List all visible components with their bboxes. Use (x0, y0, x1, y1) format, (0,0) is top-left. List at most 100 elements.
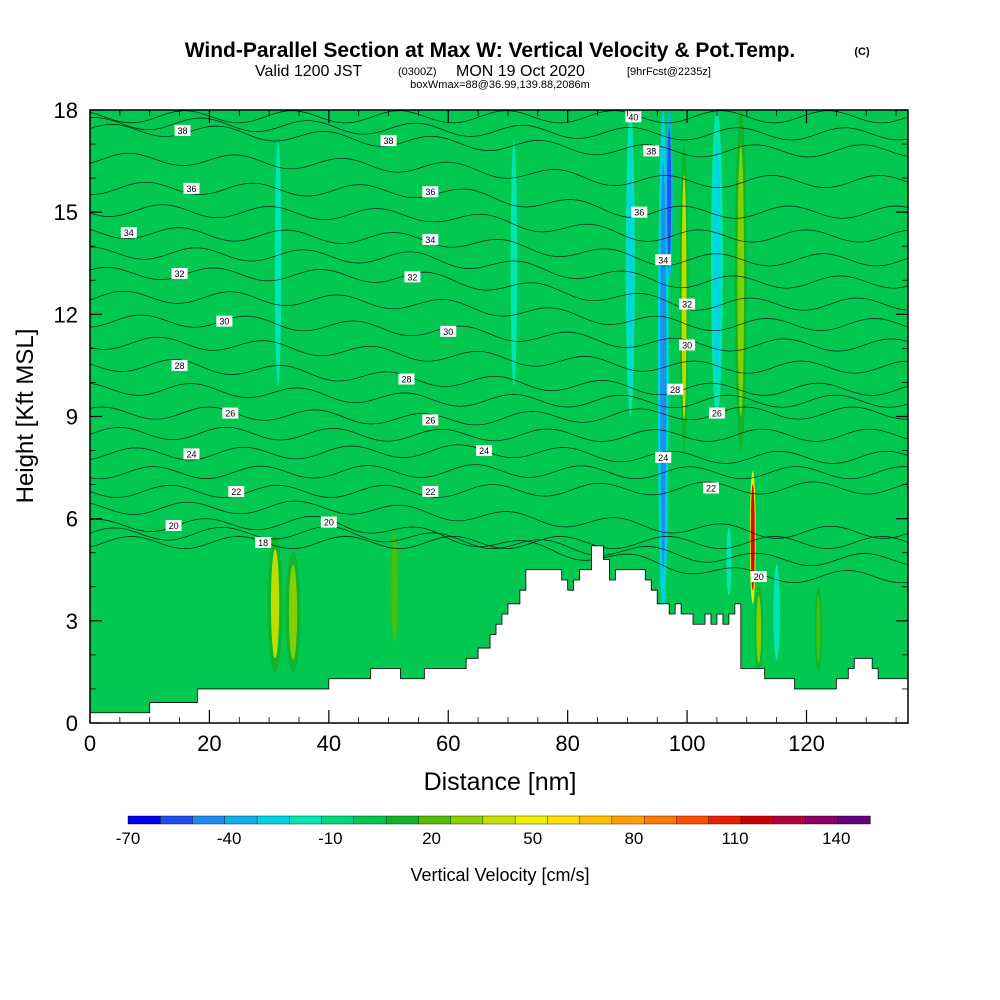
colorbar-swatch (289, 815, 323, 825)
theta-label: 34 (425, 235, 435, 245)
theta-label-box (120, 227, 137, 239)
colorbar-swatch (708, 815, 742, 825)
y-tick-label: 0 (66, 711, 78, 736)
theta-contour-line (90, 246, 908, 289)
x-axis: 0 20 40 60 80 100 120 (84, 110, 897, 756)
forecast-label: [9hrFcst@2235z] (627, 66, 711, 78)
x-tick-label: 40 (317, 731, 341, 756)
theta-label: 26 (712, 409, 722, 419)
theta-label: 22 (425, 487, 435, 497)
theta-contour-line (90, 152, 908, 188)
theta-contour-line (90, 204, 908, 243)
theta-label-box (679, 339, 696, 351)
terrain-mask (90, 545, 908, 723)
theta-contour-line (90, 117, 908, 141)
theta-label-box (422, 186, 439, 198)
colorbar-swatch (160, 815, 194, 825)
colorbar-tick-label: 20 (422, 829, 441, 848)
copyright-mark: (C) (854, 46, 870, 58)
theta-contour-line (90, 426, 908, 442)
colorbar-tick-label: 50 (523, 829, 542, 848)
colorbar-swatch (321, 815, 355, 825)
theta-contour-line (90, 500, 908, 539)
theta-label-box (174, 124, 191, 136)
theta-label-box (702, 482, 719, 494)
theta-label: 32 (682, 300, 692, 310)
velocity-cell (270, 549, 280, 659)
colorbar-swatch (514, 815, 548, 825)
theta-label-box (404, 271, 421, 283)
x-tick-label: 80 (555, 731, 579, 756)
colorbar-tick-label: 140 (822, 829, 850, 848)
theta-label: 34 (124, 228, 134, 238)
velocity-cell (756, 595, 762, 664)
colorbar-swatch (773, 815, 807, 825)
colorbar-swatch (482, 815, 516, 825)
y-tick-label: 3 (66, 609, 78, 634)
theta-contour-line (90, 525, 908, 566)
valid-utc-label: (0300Z) (398, 66, 437, 78)
theta-label: 24 (658, 453, 668, 463)
colorbar-swatch (192, 815, 226, 825)
theta-label: 26 (425, 415, 435, 425)
y-tick-label: 12 (54, 302, 78, 327)
colorbar: -70 -40 -10 20 50 80 110 140 (116, 815, 871, 848)
velocity-cell (681, 174, 687, 420)
theta-label-box (165, 519, 182, 531)
theta-label: 28 (401, 375, 411, 385)
theta-label-box (171, 267, 188, 279)
velocity-cell (713, 140, 721, 386)
theta-label-box (655, 451, 672, 463)
theta-label-box (320, 516, 337, 528)
colorbar-tick-label: -40 (217, 829, 242, 848)
velocity-cell (816, 595, 821, 664)
box-info-label: boxWmax=88@36.99,139.88,2086m (410, 79, 590, 91)
x-tick-label: 120 (788, 731, 825, 756)
theta-label: 18 (258, 538, 268, 548)
colorbar-swatch (418, 815, 452, 825)
theta-label-box (171, 359, 188, 371)
theta-label: 20 (169, 521, 179, 531)
theta-contour-line (90, 464, 908, 480)
theta-label-box (228, 485, 245, 497)
theta-label: 28 (670, 385, 680, 395)
theta-label-box (655, 254, 672, 266)
theta-label-box (750, 571, 767, 583)
theta-label-box (183, 182, 200, 194)
x-tick-label: 100 (669, 731, 706, 756)
colorbar-tick-label: -70 (116, 829, 141, 848)
theta-label: 24 (479, 446, 489, 456)
theta-label: 20 (754, 572, 764, 582)
theta-contour-line (90, 444, 908, 464)
velocity-cell (660, 161, 667, 570)
theta-label: 32 (175, 269, 185, 279)
theta-label: 40 (628, 112, 638, 122)
theta-label: 28 (175, 361, 185, 371)
y-tick-label: 15 (54, 200, 78, 225)
theta-label-box (643, 145, 660, 157)
colorbar-swatch (740, 815, 774, 825)
theta-label: 34 (658, 255, 668, 265)
valid-date-label: MON 19 Oct 2020 (456, 63, 585, 80)
x-tick-label: 20 (197, 731, 221, 756)
theta-label-box (422, 414, 439, 426)
theta-label-box (398, 373, 415, 385)
velocity-cell (737, 144, 745, 417)
theta-contour-line (90, 481, 908, 498)
theta-contour-line (90, 266, 908, 311)
colorbar-tick-label: 110 (722, 829, 749, 848)
theta-label: 22 (706, 484, 716, 494)
theta-contour-line (90, 124, 908, 158)
theta-label-box (679, 298, 696, 310)
theta-label: 36 (186, 184, 196, 194)
theta-contour-line (90, 110, 908, 124)
theta-label-box (380, 135, 397, 147)
colorbar-swatch (256, 815, 290, 825)
theta-contour-line (90, 358, 908, 396)
theta-contour-line (90, 290, 908, 331)
theta-contour-line (90, 181, 908, 219)
colorbar-label: Vertical Velocity [cm/s] (410, 865, 589, 885)
colorbar-swatch (353, 815, 387, 825)
